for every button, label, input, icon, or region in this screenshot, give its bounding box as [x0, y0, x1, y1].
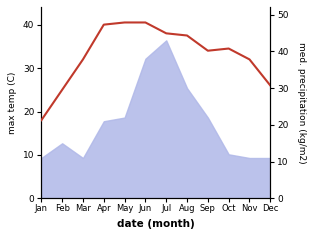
Y-axis label: max temp (C): max temp (C) — [8, 72, 17, 134]
Y-axis label: med. precipitation (kg/m2): med. precipitation (kg/m2) — [297, 42, 306, 164]
X-axis label: date (month): date (month) — [117, 219, 195, 228]
